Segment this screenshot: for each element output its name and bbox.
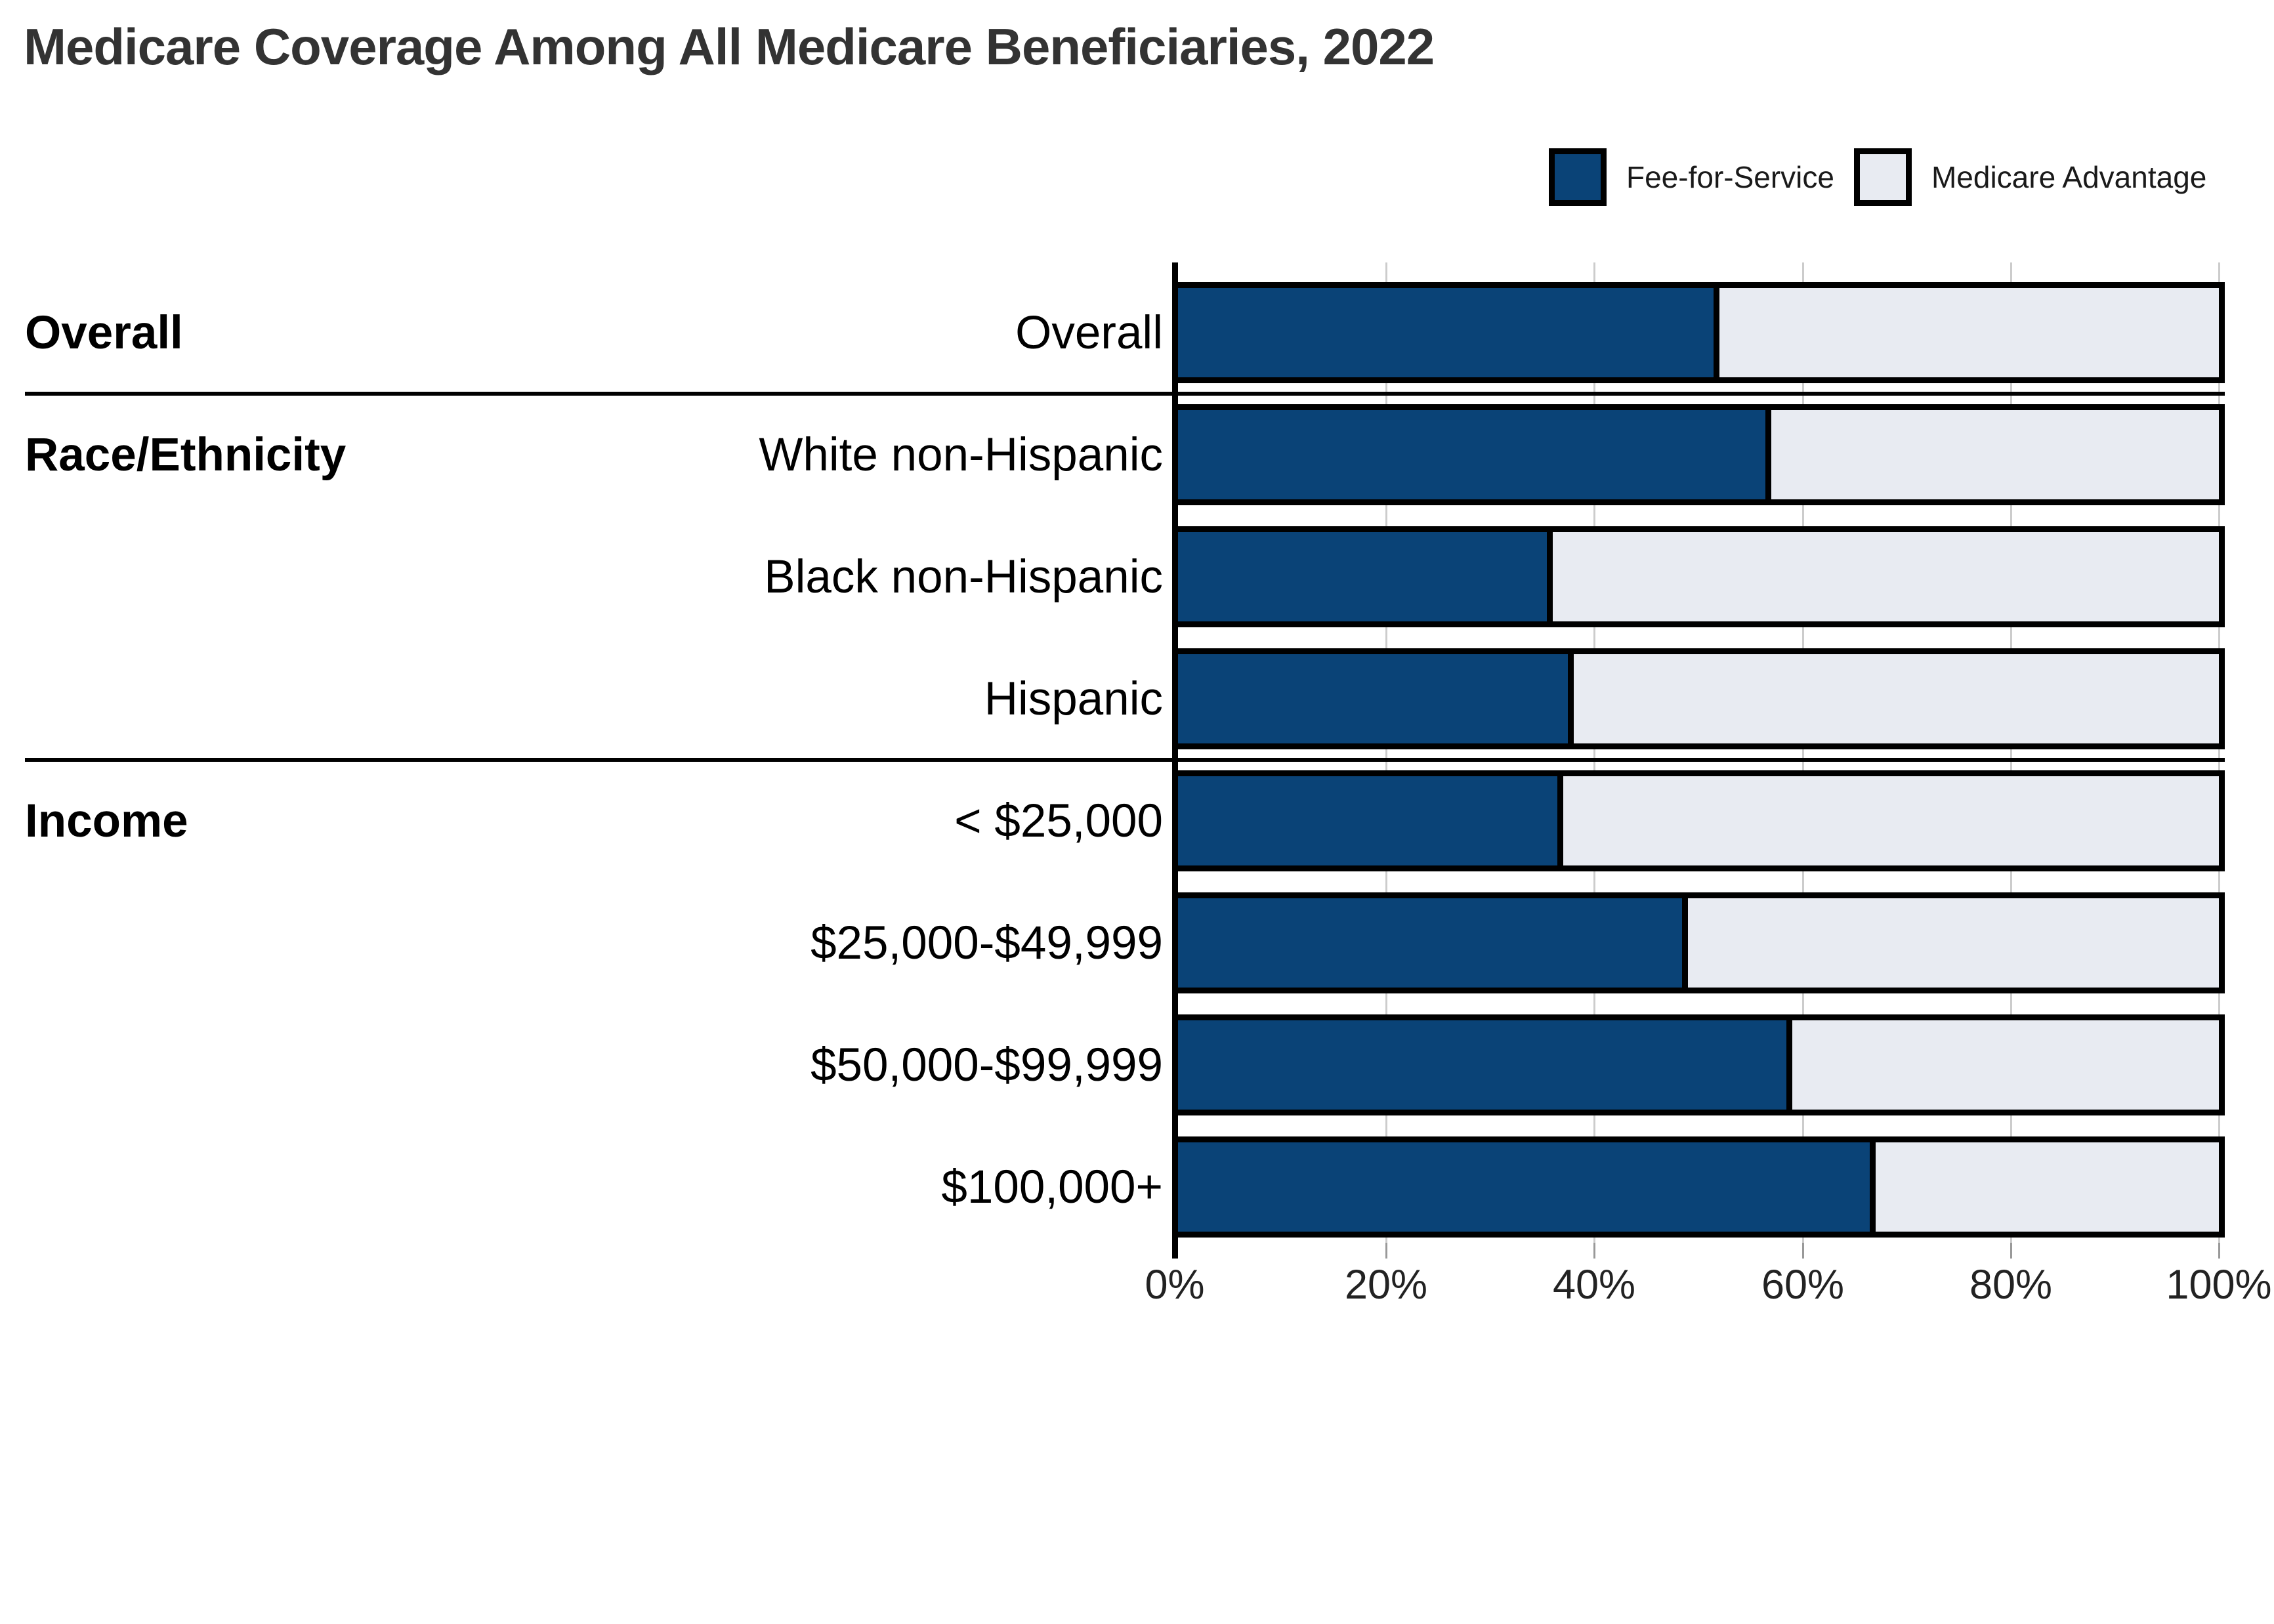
- axis-tick-100: [2218, 1243, 2220, 1259]
- gridline-100: [2218, 262, 2220, 1243]
- bar-label-100000-plus: $100,000+: [941, 1161, 1163, 1213]
- bar-label-50000-99999: $50,000-$99,999: [811, 1039, 1163, 1091]
- segment-medicare-advantage: [1552, 532, 2219, 621]
- bar-label-25000-49999: $25,000-$49,999: [811, 917, 1163, 969]
- segment-fee-for-service: [1178, 410, 1772, 499]
- section-label-race-ethnicity: Race/Ethnicity: [25, 428, 347, 481]
- x-tick-label-60: 60%: [1761, 1262, 1845, 1308]
- gridline-20: [1385, 262, 1387, 1243]
- bar-label-under-25000: < $25,000: [954, 795, 1163, 847]
- segment-medicare-advantage: [1688, 898, 2219, 988]
- section-label-overall: Overall: [25, 306, 183, 359]
- bar-100000-plus: [1172, 1136, 2225, 1238]
- x-tick-label-40: 40%: [1552, 1262, 1636, 1308]
- segment-fee-for-service: [1178, 898, 1689, 988]
- segment-medicare-advantage: [1771, 410, 2219, 499]
- gridline-80: [2010, 262, 2012, 1243]
- segment-fee-for-service: [1178, 776, 1563, 865]
- x-tick-label-80: 80%: [1969, 1262, 2053, 1308]
- bar-label-hispanic: Hispanic: [984, 673, 1163, 725]
- axis-tick-60: [1802, 1243, 1804, 1259]
- section-divider-overall: [25, 392, 2225, 396]
- section-label-income: Income: [25, 795, 188, 847]
- legend-label-medicare-advantage: Medicare Advantage: [1931, 160, 2207, 194]
- section-divider-race-ethnicity: [25, 758, 2225, 762]
- bar-label-black-non-hispanic: Black non-Hispanic: [764, 551, 1163, 603]
- bar-label-white-non-hispanic: White non-Hispanic: [759, 428, 1163, 481]
- segment-medicare-advantage: [1792, 1020, 2219, 1110]
- bar-under-25000: [1172, 770, 2225, 871]
- bar-black-non-hispanic: [1172, 526, 2225, 627]
- legend-swatch-medicare-advantage: [1853, 148, 1912, 206]
- segment-medicare-advantage: [1719, 288, 2219, 377]
- axis-tick-20: [1385, 1243, 1387, 1259]
- segment-fee-for-service: [1178, 288, 1719, 377]
- x-tick-label-0: 0%: [1145, 1262, 1205, 1308]
- gridline-60: [1802, 262, 1804, 1243]
- legend-swatch-fee-for-service: [1549, 148, 1607, 206]
- bar-25000-49999: [1172, 892, 2225, 993]
- axis-tick-40: [1593, 1243, 1595, 1259]
- bar-hispanic: [1172, 648, 2225, 749]
- bar-white-non-hispanic: [1172, 404, 2225, 505]
- segment-medicare-advantage: [1563, 776, 2219, 865]
- chart-title: Medicare Coverage Among All Medicare Ben…: [24, 18, 1435, 75]
- gridline-40: [1593, 262, 1595, 1243]
- segment-fee-for-service: [1178, 1142, 1876, 1232]
- legend-label-fee-for-service: Fee-for-Service: [1626, 160, 1834, 194]
- segment-fee-for-service: [1178, 532, 1553, 621]
- x-tick-label-100: 100%: [2166, 1262, 2272, 1308]
- segment-medicare-advantage: [1875, 1142, 2219, 1232]
- bar-label-overall: Overall: [1015, 306, 1163, 359]
- bar-overall: [1172, 282, 2225, 383]
- x-tick-label-20: 20%: [1344, 1262, 1428, 1308]
- segment-fee-for-service: [1178, 654, 1574, 743]
- axis-tick-80: [2010, 1243, 2012, 1259]
- segment-medicare-advantage: [1573, 654, 2219, 743]
- segment-fee-for-service: [1178, 1020, 1792, 1110]
- legend: Fee-for-Service Medicare Advantage: [1549, 147, 2206, 207]
- bar-50000-99999: [1172, 1014, 2225, 1115]
